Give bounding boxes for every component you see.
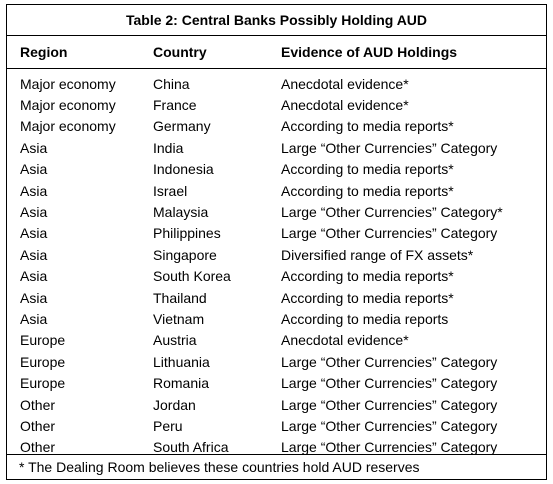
header-region: Region	[7, 36, 140, 69]
cell-country: Malaysia	[153, 204, 209, 221]
cell-country: Romania	[153, 375, 210, 392]
cell-evidence: Large “Other Currencies” Category	[281, 225, 498, 242]
cell-evidence: Large “Other Currencies” Category	[281, 417, 498, 434]
table-row: Other South Africa Large “Other Currencies…	[7, 437, 546, 458]
cell-country: Vietnam	[153, 310, 205, 327]
cell-evidence: Large “Other Currencies” Category	[281, 139, 498, 156]
cell-region: Asia	[20, 225, 48, 242]
cell-evidence: Large “Other Currencies” Category*	[281, 204, 503, 221]
table-row: Asia Israel According to media reports*	[7, 180, 546, 201]
cell-evidence: Large “Other Currencies” Category	[281, 375, 498, 392]
table-row: Asia Malaysia Large “Other Currencies” Cat…	[7, 201, 546, 222]
cell-country: South Korea	[153, 268, 231, 285]
cell-region: Asia	[20, 204, 48, 221]
cell-region: Asia	[20, 310, 48, 327]
cell-country: Singapore	[153, 246, 217, 263]
table-row: Other Peru Large “Other Currencies” Catego…	[7, 415, 546, 436]
cell-region: Asia	[20, 268, 48, 285]
table-footnote: * The Dealing Room believes these countr…	[7, 454, 546, 479]
table-row: Major economy China Anecdotal evidence*	[7, 69, 546, 95]
table-row: Europe Romania Large “Other Currencies” Ca…	[7, 372, 546, 393]
cell-evidence: According to media reports*	[281, 268, 454, 285]
table-row: Europe Lithuania Large “Other Currencies” …	[7, 351, 546, 372]
table-frame: Table 2: Central Banks Possibly Holding …	[6, 4, 547, 480]
cell-region: Other	[20, 417, 56, 434]
cell-region: Major economy	[20, 97, 116, 114]
cell-country: Philippines	[153, 225, 221, 242]
table-row: Major economy France Anecdotal evidence*	[7, 94, 546, 115]
table-row: Asia Indonesia According to media reports*	[7, 159, 546, 180]
cell-country: India	[153, 139, 184, 156]
cell-evidence: Anecdotal evidence*	[281, 97, 409, 114]
header-country: Country	[140, 36, 268, 69]
cell-evidence: According to media reports*	[281, 289, 454, 306]
table-row: Other Jordan Large “Other Currencies” Cate…	[7, 394, 546, 415]
cell-region: Asia	[20, 182, 48, 199]
cell-region: Asia	[20, 289, 48, 306]
header-row: Region Country Evidence of AUD Holdings	[7, 36, 546, 69]
cell-region: Other	[20, 439, 56, 456]
cell-evidence: Anecdotal evidence*	[281, 332, 409, 349]
cell-region: Europe	[20, 375, 66, 392]
table-row: Asia Vietnam According to media reports	[7, 308, 546, 329]
cell-region: Europe	[20, 353, 66, 370]
cell-evidence: According to media reports*	[281, 182, 454, 199]
cell-evidence: Large “Other Currencies” Category	[281, 396, 498, 413]
cell-region: Major economy	[20, 118, 116, 135]
cell-country: Austria	[153, 332, 197, 349]
central-banks-table: Region Country Evidence of AUD Holdings …	[7, 36, 546, 458]
cell-country: Peru	[153, 417, 183, 434]
table-title: Table 2: Central Banks Possibly Holding …	[7, 5, 546, 36]
table-row: Major economy Germany According to media r…	[7, 116, 546, 137]
cell-region: Asia	[20, 161, 48, 178]
cell-evidence: Large “Other Currencies” Category	[281, 439, 498, 456]
cell-evidence: Diversified range of FX assets*	[281, 246, 474, 263]
cell-evidence: Large “Other Currencies” Category	[281, 353, 498, 370]
cell-country: South Africa	[153, 439, 229, 456]
cell-country: Indonesia	[153, 161, 214, 178]
table-row: Asia Thailand According to media reports*	[7, 287, 546, 308]
cell-country: Germany	[153, 118, 211, 135]
cell-evidence: According to media reports	[281, 310, 449, 327]
cell-region: Asia	[20, 139, 48, 156]
cell-region: Asia	[20, 246, 48, 263]
cell-country: Thailand	[153, 289, 207, 306]
cell-country: Lithuania	[153, 353, 210, 370]
table-row: Asia South Korea According to media report…	[7, 266, 546, 287]
cell-region: Other	[20, 396, 56, 413]
table-row: Europe Austria Anecdotal evidence*	[7, 330, 546, 351]
cell-country: Jordan	[153, 396, 196, 413]
cell-country: France	[153, 97, 197, 114]
table-row: Asia Singapore Diversified range of FX ass…	[7, 244, 546, 265]
table-row: Asia Philippines Large “Other Currencies” …	[7, 223, 546, 244]
table-body: Major economy China Anecdotal evidence* Maj…	[7, 69, 546, 459]
cell-country: China	[153, 75, 190, 92]
cell-country: Israel	[153, 182, 188, 199]
cell-region: Major economy	[20, 75, 116, 92]
cell-region: Europe	[20, 332, 66, 349]
cell-evidence: According to media reports*	[281, 161, 454, 178]
cell-evidence: According to media reports*	[281, 118, 454, 135]
cell-evidence: Anecdotal evidence*	[281, 75, 409, 92]
table-row: Asia India Large “Other Currencies” Catego…	[7, 137, 546, 158]
header-evidence: Evidence of AUD Holdings	[268, 36, 546, 69]
